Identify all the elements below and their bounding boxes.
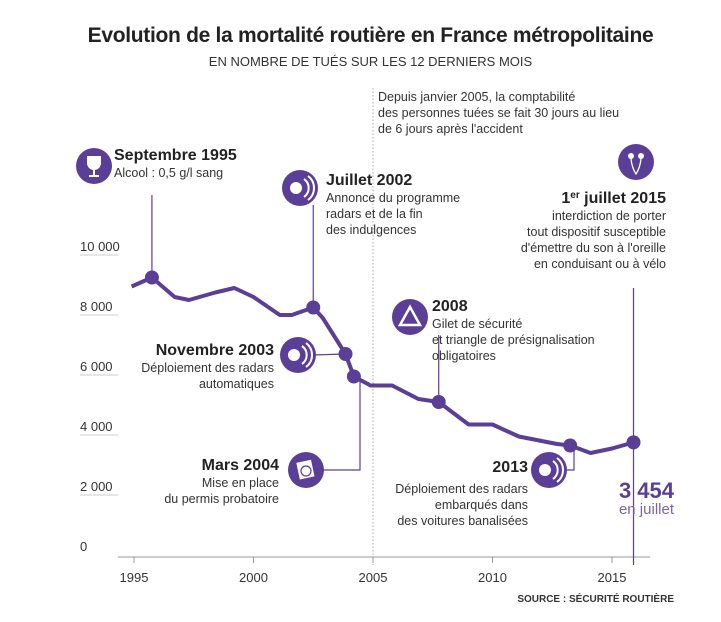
event-marker	[431, 395, 446, 409]
annotation-text: Déploiement des radars	[141, 361, 274, 375]
annotation-title-sup: er	[570, 190, 580, 201]
radar-waves	[552, 457, 564, 483]
annotation-text: radars et de la fin	[326, 207, 423, 221]
annotation-title: Mars 2004	[201, 457, 279, 474]
icon-bg	[618, 144, 654, 180]
y-tick-label: 10 000	[80, 239, 120, 254]
earbud	[638, 153, 644, 159]
annotation-text: Alcool : 0,5 g/l sang	[114, 166, 224, 180]
icon-bg	[392, 299, 428, 335]
radar-waves	[303, 175, 315, 201]
radar-dot	[290, 182, 302, 194]
annotation-text: automatiques	[198, 377, 274, 391]
annotation-text: Gilet de sécurité	[432, 317, 523, 331]
annotation-2004: Mars 2004 Mise en place du permis probat…	[164, 457, 279, 507]
x-tick-label: 2015	[598, 570, 627, 585]
annotation-text: du permis probatoire	[164, 492, 279, 506]
radar-dot	[539, 464, 551, 476]
final-label: en juillet	[618, 501, 674, 518]
annotation-text: et triangle de présignalisation	[432, 333, 595, 347]
x-tick-label: 1995	[120, 570, 149, 585]
earbud	[628, 153, 634, 159]
radar-waves	[301, 342, 313, 368]
annotation-2003: Novembre 2003 Déploiement des radars aut…	[141, 342, 274, 392]
x-tick-label: 2000	[239, 570, 268, 585]
event-marker	[626, 435, 641, 450]
wine-glass-icon	[76, 148, 112, 184]
y-tick-label: 0	[80, 539, 87, 554]
event-marker	[144, 270, 159, 285]
event-marker	[306, 300, 321, 315]
event-marker	[563, 438, 578, 453]
annotation-title: 2013	[492, 459, 528, 476]
radar-dot	[288, 349, 300, 361]
x-tick-label: 2010	[478, 570, 507, 585]
annotation-text: interdiction de porter	[552, 209, 666, 223]
annotation-text: tout dispositif susceptible	[527, 225, 666, 239]
leader-line	[322, 376, 361, 471]
source-note: SOURCE : SÉCURITÉ ROUTIÈRE	[517, 594, 674, 605]
event-marker	[346, 369, 361, 384]
annotation-2002: Juillet 2002 Annonce du programme radars…	[326, 172, 460, 238]
annotation-title-post: juillet 2015	[579, 190, 666, 207]
y-tick-label: 8 000	[80, 299, 113, 314]
method-note: Depuis janvier 2005, la comptabilité des…	[378, 89, 619, 137]
method-note-line: Depuis janvier 2005, la comptabilité	[378, 90, 576, 104]
annotation-text: embarqués dans	[434, 498, 528, 512]
annotation-2013: 2013 Déploiement des radars embarqués da…	[395, 459, 528, 529]
permit-icon	[288, 452, 324, 488]
y-tick-label: 4 000	[80, 419, 113, 434]
annotation-title: 2008	[432, 298, 468, 315]
annotation-text: Mise en place	[201, 476, 279, 490]
annotation-title-pre: 1	[561, 190, 571, 207]
annotation-title: 1er juillet 2015	[521, 190, 666, 208]
annotation-1995: Septembre 1995 Alcool : 0,5 g/l sang	[114, 147, 237, 181]
warning-triangle-icon	[392, 299, 428, 335]
annotation-2008: 2008 Gilet de sécurité et triangle de pr…	[432, 298, 595, 364]
earphone-cable	[630, 158, 642, 176]
annotation-text: Annonce du programme	[326, 191, 461, 205]
chart-subtitle: EN NOMBRE DE TUÉS SUR LES 12 DERNIERS MO…	[208, 54, 533, 69]
annotation-2015: 1er juillet 2015 interdiction de porter …	[521, 190, 666, 272]
annotation-title: Septembre 1995	[114, 147, 237, 164]
earphones-icon	[618, 144, 654, 180]
x-tick-label: 2005	[359, 570, 388, 585]
radar-icon	[280, 337, 316, 373]
final-value: 3 454	[618, 478, 674, 503]
y-tick-label: 6 000	[80, 359, 113, 374]
annotation-text: des indulgences	[326, 223, 417, 237]
annotation-title: Juillet 2002	[326, 172, 413, 189]
method-note-line: des personnes tuées se fait 30 jours au …	[378, 106, 620, 120]
chart-title: Evolution de la mortalité routière en Fr…	[87, 24, 654, 47]
glass-bowl	[87, 156, 101, 170]
glass-stem	[89, 170, 99, 177]
event-marker	[338, 347, 353, 361]
annotation-text: en conduisant ou à vélo	[533, 257, 666, 271]
annotation-text: Déploiement des radars	[395, 482, 528, 496]
annotation-text: obligatoires	[432, 349, 496, 363]
y-tick-label: 2 000	[80, 479, 113, 494]
triangle	[397, 304, 423, 327]
radar-icon	[531, 452, 567, 488]
radar-icon	[282, 170, 318, 206]
annotation-title: Novembre 2003	[155, 342, 274, 359]
method-note-line: de 6 jours après l'accident	[378, 122, 523, 136]
annotation-text: des voitures banalisées	[397, 514, 528, 528]
annotation-text: d'émettre du son à l'oreille	[520, 241, 666, 255]
permit-p	[300, 465, 312, 477]
